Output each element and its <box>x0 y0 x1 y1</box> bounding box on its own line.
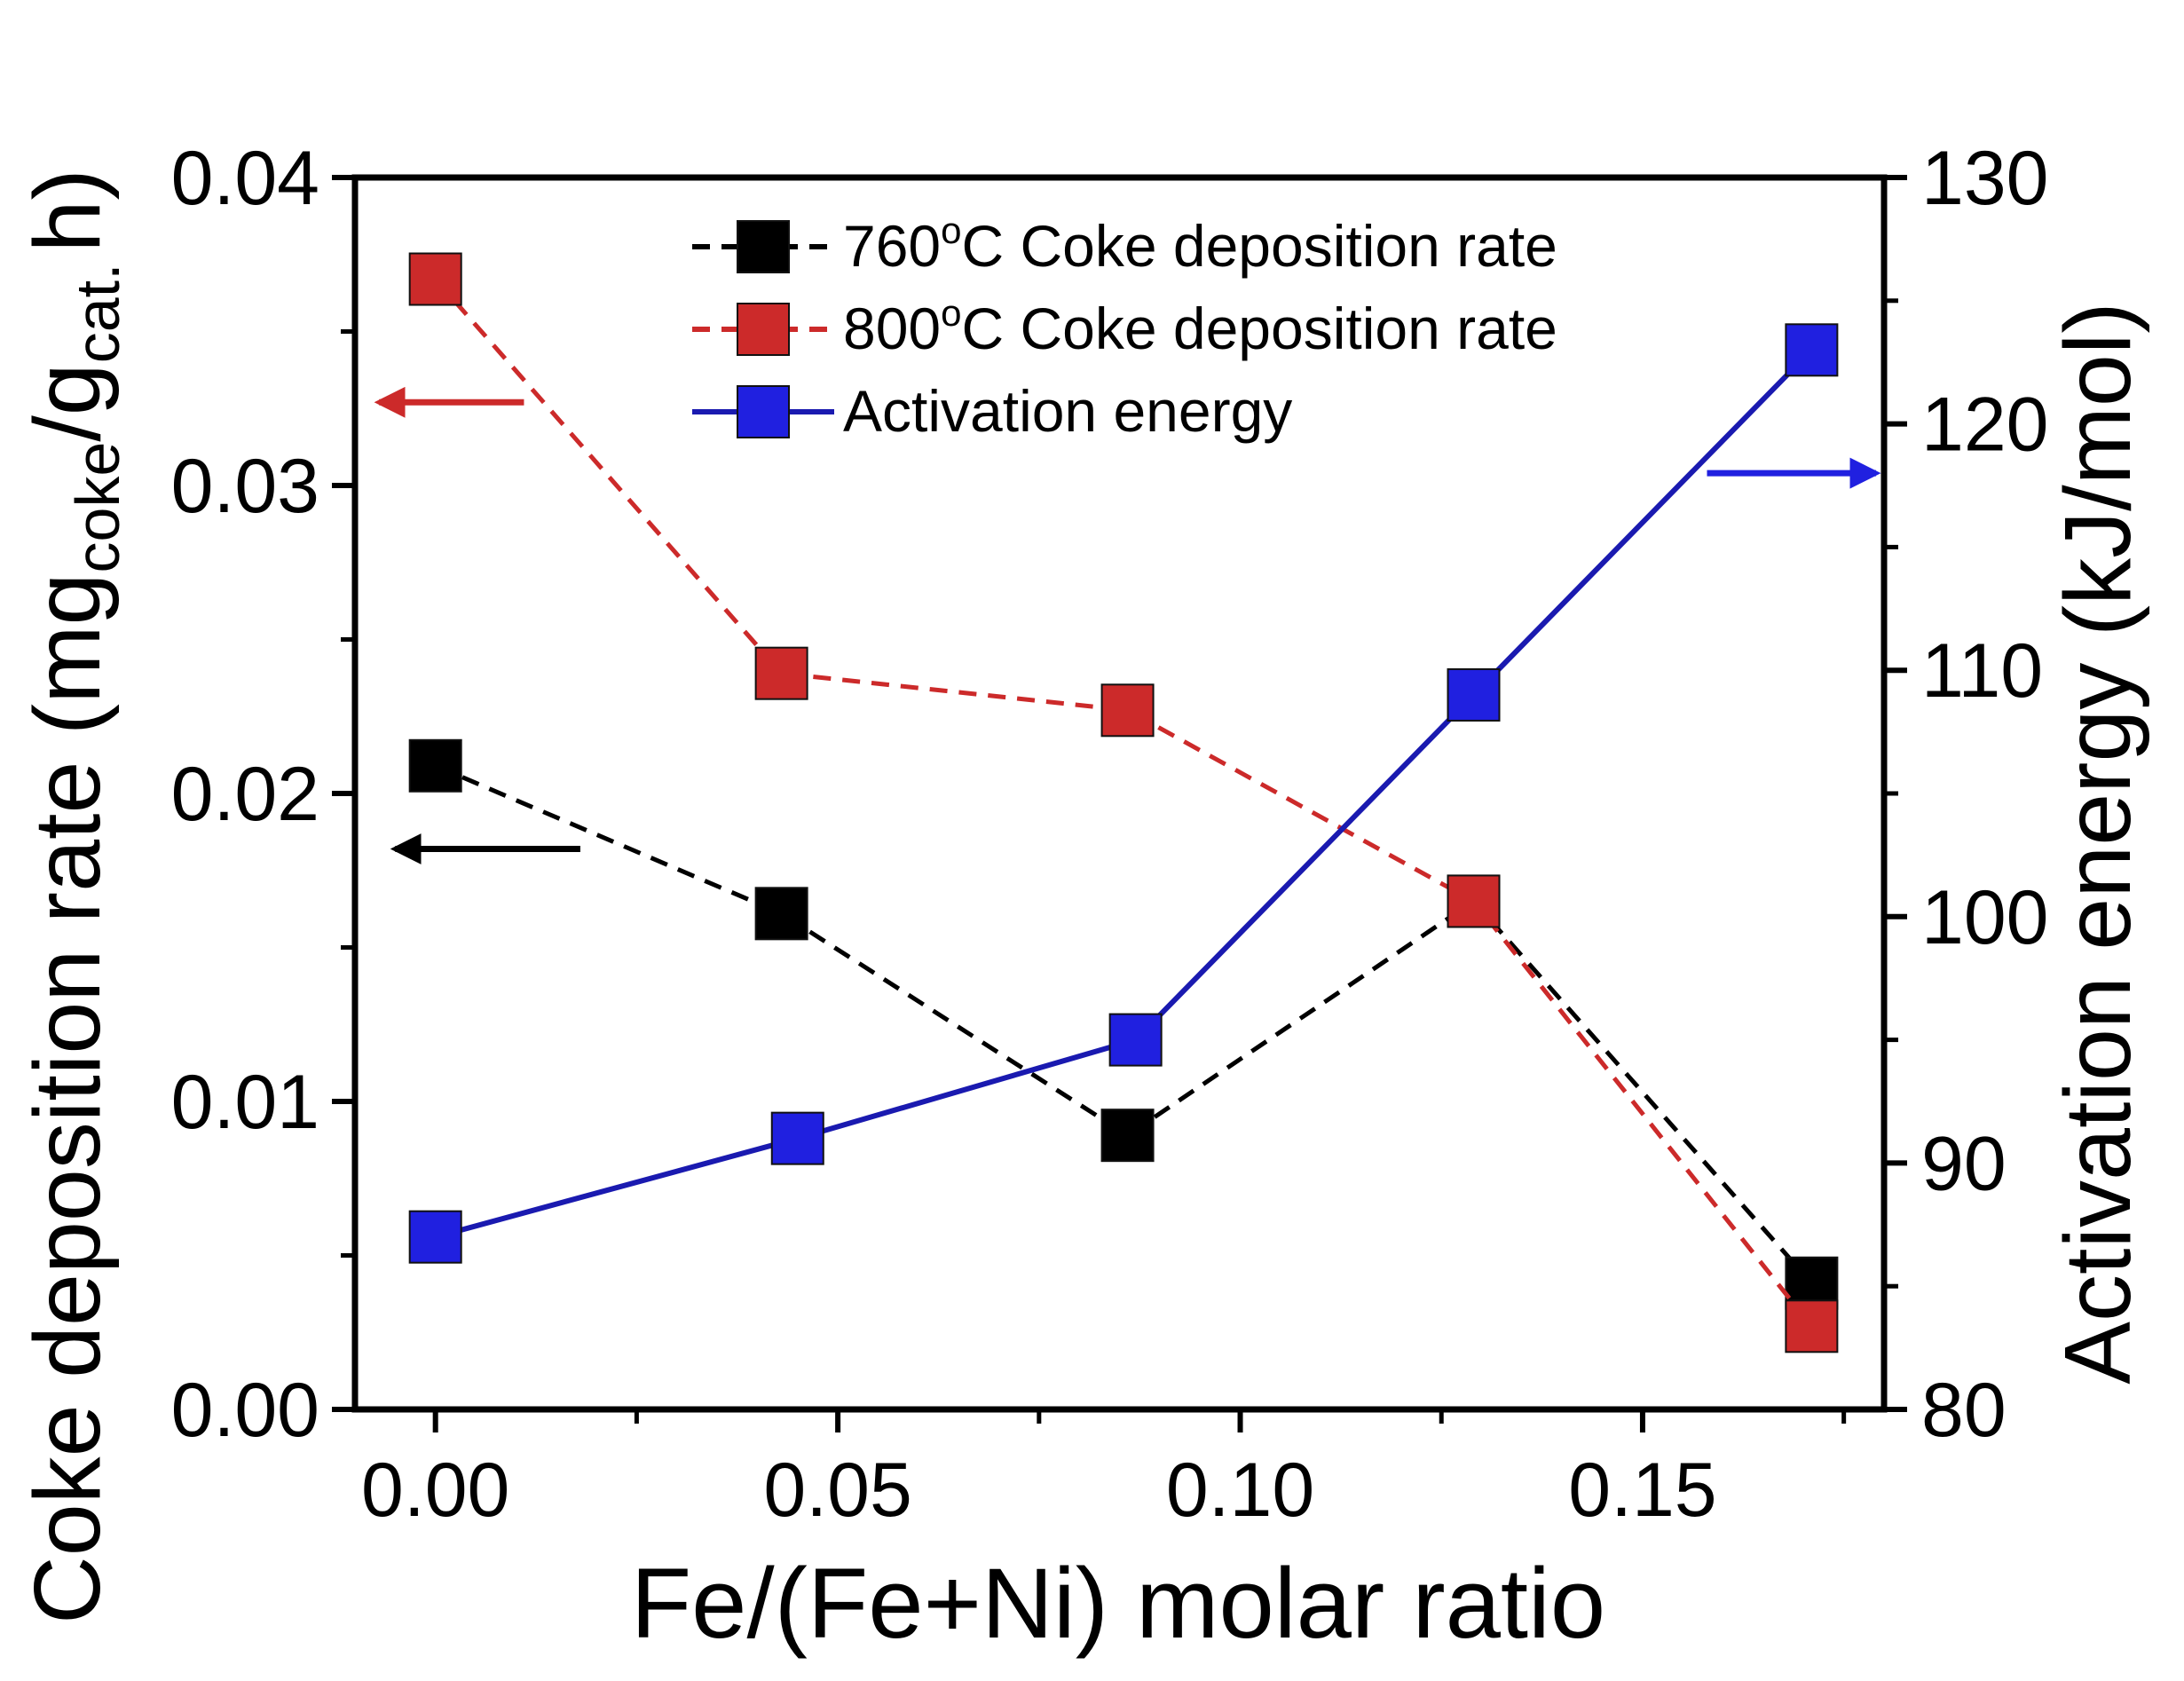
legend-entry-3: Activation energy <box>692 378 1292 444</box>
legend-marker <box>737 303 790 356</box>
legend-label: 760oC Coke deposition rate <box>843 209 1557 279</box>
series-3-marker <box>408 1210 462 1264</box>
y-right-tick-label: 90 <box>1921 1121 2007 1206</box>
legend-marker <box>737 385 790 438</box>
y-right-tick-label: 120 <box>1921 383 2049 468</box>
y-right-tick-label: 110 <box>1921 628 2043 714</box>
y-axis-left-label: Coke deposition rate (mgcoke/gcat. h) <box>15 169 132 1624</box>
x-tick-label: 0.00 <box>361 1448 509 1533</box>
y-right-tick-label: 80 <box>1921 1368 2007 1453</box>
x-axis-label: Fe/(Fe+Ni) molar ratio <box>631 1548 1605 1659</box>
series-3-marker <box>770 1111 824 1165</box>
y-left-tick-label: 0.00 <box>171 1368 319 1453</box>
y-right-tick-label: 100 <box>1921 875 2049 960</box>
legend-label: 800oC Coke deposition rate <box>843 292 1557 361</box>
series-2-marker <box>1785 1299 1839 1353</box>
y-left-tick-label: 0.02 <box>171 752 319 837</box>
legend-entry-1: 760oC Coke deposition rate <box>692 209 1557 279</box>
x-tick-label: 0.15 <box>1568 1448 1716 1533</box>
y-left-label-sub-cat: cat. <box>63 263 132 363</box>
series-1-marker <box>1100 1109 1155 1163</box>
series-3 <box>408 323 1839 1264</box>
series-3-marker <box>1447 667 1501 722</box>
legend-marker <box>737 220 790 273</box>
x-tick-label: 0.10 <box>1166 1448 1314 1533</box>
series-1-marker <box>408 738 462 793</box>
series-2-marker <box>754 646 808 700</box>
y-left-tick-label: 0.04 <box>171 136 319 221</box>
series-3-marker <box>1108 1013 1163 1067</box>
plot-frame <box>351 174 1888 1413</box>
y-left-tick-label: 0.01 <box>171 1060 319 1145</box>
y-axis-right-label: Activation energy (kJ/mol) <box>2046 302 2150 1384</box>
y-left-label-slash: /g <box>15 363 120 441</box>
series-1-line <box>434 763 1814 1285</box>
x-tick-label: 0.05 <box>763 1448 911 1533</box>
series-2-line <box>433 277 1814 1328</box>
series-1 <box>408 738 1839 1310</box>
legend-label: Activation energy <box>843 378 1292 444</box>
legend-entry-2: 800oC Coke deposition rate <box>692 292 1557 361</box>
series-2 <box>408 252 1839 1353</box>
y-left-label-tail: h) <box>15 169 120 252</box>
series-2-marker <box>408 252 462 306</box>
y-left-label-main: Coke deposition rate (mg <box>15 573 120 1624</box>
series-3-line <box>434 348 1814 1240</box>
series-1-marker <box>754 887 808 941</box>
y-left-tick-label: 0.03 <box>171 444 319 529</box>
series-2-marker <box>1447 874 1501 928</box>
y-right-tick-label: 130 <box>1921 136 2049 221</box>
series-3-marker <box>1785 323 1839 377</box>
y-left-label-sub-coke: coke <box>63 442 132 573</box>
series-2-marker <box>1100 683 1155 738</box>
